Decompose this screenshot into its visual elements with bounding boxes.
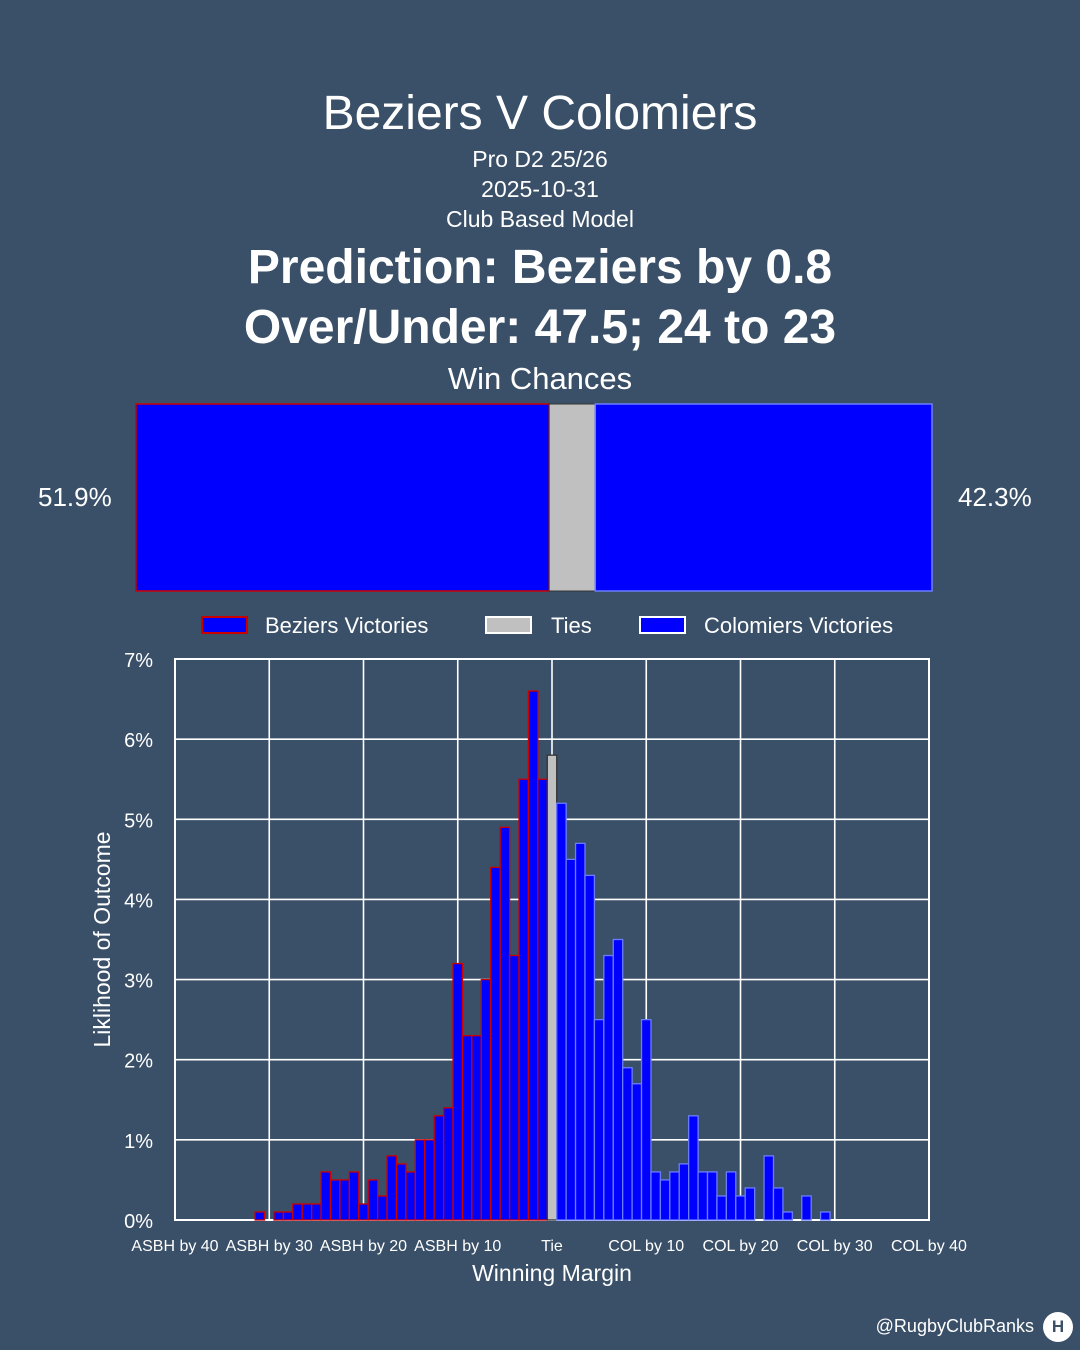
away-margin-bar xyxy=(706,1171,718,1221)
tie-bar xyxy=(546,754,558,1221)
y-tick-label: 5% xyxy=(124,810,153,832)
away-margin-bar xyxy=(716,1195,728,1221)
chart-title: Beziers V Colomiers xyxy=(322,87,758,140)
away-margin-bar xyxy=(697,1171,709,1221)
home-margin-bar xyxy=(424,1139,435,1221)
y-tick-label: 4% xyxy=(124,890,153,912)
away-margin-bar xyxy=(725,1171,737,1221)
home-margin-bar xyxy=(414,1139,426,1221)
x-tick-label: COL by 40 xyxy=(891,1238,967,1255)
home-margin-bar xyxy=(292,1203,303,1221)
home-margin-bar xyxy=(376,1195,388,1221)
over-under-headline: Over/Under: 47.5; 24 to 23 xyxy=(243,301,837,354)
y-tick-label: 0% xyxy=(124,1211,153,1233)
away-margin-bar xyxy=(584,874,596,1221)
y-tick-label: 6% xyxy=(124,730,153,752)
x-tick-label: Tie xyxy=(541,1238,563,1255)
x-axis-label: Winning Margin xyxy=(472,1260,632,1286)
home-margin-bar xyxy=(537,778,548,1221)
away-margin-bar xyxy=(574,842,586,1221)
home-margin-bar xyxy=(405,1171,416,1221)
home-margin-bar xyxy=(442,1107,454,1221)
home-margin-bar xyxy=(527,690,539,1221)
away-margin-bar xyxy=(819,1211,831,1221)
home-margin-bar xyxy=(508,954,520,1221)
home-margin-bar xyxy=(320,1171,332,1221)
x-tick-label: ASBH by 10 xyxy=(414,1238,501,1255)
home-margin-bar xyxy=(367,1179,379,1221)
away-margin-bar xyxy=(565,858,577,1221)
home-margin-bar xyxy=(329,1179,341,1221)
x-tick-label: ASBH by 20 xyxy=(320,1238,407,1255)
y-tick-label: 2% xyxy=(124,1051,153,1073)
away-margin-bar xyxy=(650,1171,662,1221)
away-margin-bar xyxy=(763,1155,775,1221)
away-margin-bar xyxy=(659,1179,671,1221)
away-margin-bar xyxy=(622,1067,633,1221)
home-margin-bar xyxy=(499,826,511,1221)
y-tick-label: 1% xyxy=(124,1131,153,1153)
x-tick-label: COL by 20 xyxy=(703,1238,779,1255)
home-margin-bar xyxy=(348,1171,360,1221)
home-margin-bar xyxy=(311,1203,322,1221)
home-margin-bar xyxy=(386,1155,398,1221)
y-tick-label: 7% xyxy=(124,650,153,672)
away-margin-bar xyxy=(688,1115,699,1221)
y-axis-label: Liklihood of Outcome xyxy=(89,831,115,1047)
away-margin-bar xyxy=(669,1171,680,1221)
x-tick-label: COL by 30 xyxy=(797,1238,873,1255)
competition-label: Pro D2 25/26 xyxy=(472,146,608,172)
home-margin-bar xyxy=(339,1179,351,1221)
x-tick-label: COL by 10 xyxy=(608,1238,684,1255)
margin-histogram: 0% 1% 2% 3% 4% 5% 6% 7% ASBH by 40 ASBH by 30 ASBH… xyxy=(89,613,967,1286)
credit-handle: @RugbyClubRanks xyxy=(875,1316,1034,1336)
away-margin-bar xyxy=(640,1018,652,1221)
home-margin-bar xyxy=(358,1203,369,1221)
home-margin-bar xyxy=(461,1035,473,1221)
home-margin-bar xyxy=(395,1163,407,1221)
legend-label: Beziers Victories xyxy=(265,613,428,638)
away-margin-bar xyxy=(782,1211,793,1221)
home-margin-bar xyxy=(282,1211,294,1221)
brand-logo-icon: H xyxy=(1043,1312,1073,1342)
away-margin-bar xyxy=(556,802,567,1221)
away-margin-bar xyxy=(612,938,624,1221)
prediction-headline: Prediction: Beziers by 0.8 xyxy=(247,241,833,294)
home-margin-bar xyxy=(301,1203,313,1221)
win-chances-bar xyxy=(135,403,933,592)
home-margin-bar xyxy=(254,1211,266,1221)
home-margin-bar xyxy=(471,1035,482,1221)
legend-swatch xyxy=(485,616,532,634)
home-win-percentage: 51.9% xyxy=(38,482,112,512)
x-tick-label: ASBH by 30 xyxy=(226,1238,313,1255)
legend-swatch xyxy=(201,616,248,634)
match-date: 2025-10-31 xyxy=(481,176,599,202)
y-tick-label: 3% xyxy=(124,971,153,993)
legend-label: Ties xyxy=(551,613,592,638)
x-tick-label: ASBH by 40 xyxy=(131,1238,218,1255)
model-label: Club Based Model xyxy=(446,206,634,232)
away-margin-bar xyxy=(593,1018,605,1221)
away-win-percentage: 42.3% xyxy=(958,482,1032,512)
home-margin-bar xyxy=(490,866,501,1221)
legend-label: Colomiers Victories xyxy=(704,613,893,638)
away-margin-bar xyxy=(801,1195,812,1221)
home-margin-bar xyxy=(273,1211,285,1221)
away-win-segment xyxy=(594,403,933,592)
win-chances-title: Win Chances xyxy=(447,361,633,396)
away-margin-bar xyxy=(678,1163,690,1221)
home-margin-bar xyxy=(518,778,530,1221)
away-margin-bar xyxy=(735,1195,746,1221)
away-margin-bar xyxy=(603,954,614,1221)
away-margin-bar xyxy=(631,1083,643,1221)
legend-swatch xyxy=(639,616,686,634)
away-margin-bar xyxy=(744,1187,756,1221)
away-margin-bar xyxy=(772,1187,784,1221)
home-margin-bar xyxy=(452,962,464,1221)
home-margin-bar xyxy=(480,978,492,1221)
home-margin-bar xyxy=(433,1115,445,1221)
